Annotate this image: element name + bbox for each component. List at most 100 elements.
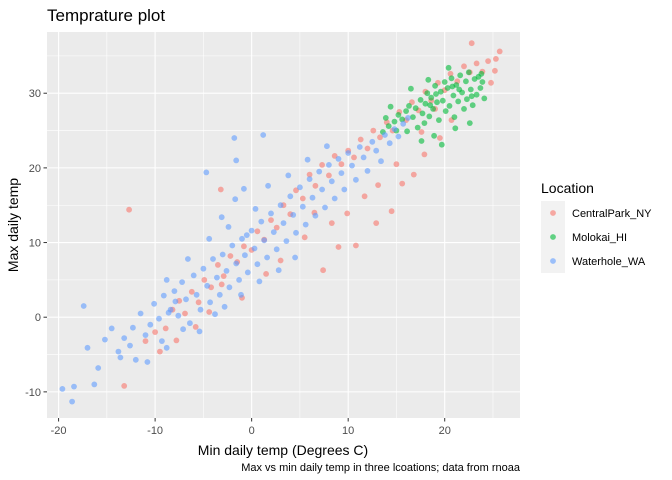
data-point [254, 261, 261, 268]
data-point [410, 171, 417, 178]
data-point [319, 162, 325, 168]
data-point [204, 282, 211, 289]
data-point [163, 277, 170, 283]
data-point [190, 272, 197, 279]
data-point [227, 253, 234, 259]
data-point [426, 113, 433, 120]
data-point [377, 134, 383, 141]
data-point [357, 136, 364, 143]
legend-swatch [550, 234, 556, 240]
data-point [338, 161, 345, 168]
data-point [439, 97, 446, 104]
data-point [183, 296, 189, 303]
data-point [121, 335, 128, 341]
data-point [142, 332, 149, 338]
data-point [477, 85, 484, 91]
data-point [256, 278, 263, 285]
data-point [391, 118, 398, 125]
data-point [197, 306, 204, 313]
data-point [299, 203, 306, 210]
data-point [418, 138, 425, 144]
data-point [273, 224, 280, 231]
data-point [441, 79, 448, 85]
data-point [353, 242, 359, 249]
data-point [207, 299, 214, 306]
chart-title: Temprature plot [47, 6, 165, 25]
data-point [264, 254, 270, 261]
data-point [301, 234, 308, 241]
data-point [387, 103, 394, 110]
data-point [233, 260, 240, 267]
data-point [229, 242, 236, 249]
data-point [216, 291, 223, 298]
y-tick-label: 10 [29, 238, 41, 250]
data-point [425, 76, 432, 83]
data-point [341, 186, 348, 193]
data-point [447, 70, 454, 77]
data-point [254, 228, 261, 235]
data-point [252, 206, 259, 212]
data-point [388, 208, 395, 215]
data-point [196, 328, 203, 335]
data-point [203, 169, 210, 176]
data-point [268, 217, 274, 224]
data-point [399, 180, 406, 187]
data-point [241, 185, 247, 192]
data-point [220, 273, 227, 279]
data-point [338, 170, 345, 177]
data-point [108, 325, 115, 332]
data-point [457, 72, 464, 79]
data-point [364, 145, 371, 152]
data-point [445, 64, 452, 71]
data-point [421, 151, 428, 158]
data-point [393, 161, 400, 168]
data-point [232, 196, 239, 203]
data-point [159, 338, 165, 344]
data-point [432, 82, 438, 89]
data-point [121, 383, 128, 389]
data-point [349, 162, 355, 169]
data-point [214, 274, 220, 281]
data-point [187, 320, 193, 327]
data-point [464, 96, 470, 103]
data-point [326, 172, 332, 179]
data-point [385, 123, 392, 129]
x-tick-label: -20 [51, 425, 67, 437]
data-point [373, 220, 380, 227]
data-point [463, 78, 469, 85]
data-point [241, 243, 247, 250]
data-point [428, 94, 435, 101]
data-point [260, 132, 267, 138]
data-point [137, 310, 144, 317]
data-point [382, 115, 389, 121]
data-point [275, 267, 282, 274]
data-point [455, 98, 462, 105]
data-point [223, 268, 230, 274]
data-point [95, 365, 102, 371]
data-point [493, 56, 499, 62]
data-point [304, 156, 311, 163]
data-point [147, 321, 154, 328]
data-point [215, 262, 221, 268]
data-point [479, 79, 486, 85]
data-point [239, 235, 245, 242]
data-point [127, 342, 133, 349]
data-point [335, 244, 342, 250]
data-point [71, 383, 77, 390]
data-point [391, 126, 398, 132]
data-point [179, 279, 186, 285]
data-point [277, 257, 284, 264]
data-point [328, 178, 335, 185]
data-point [473, 91, 480, 98]
data-point [152, 329, 159, 335]
data-point [206, 309, 213, 315]
data-point [408, 85, 414, 92]
data-point [373, 147, 380, 154]
data-point [91, 381, 98, 388]
data-point [309, 194, 316, 201]
data-point [437, 135, 443, 141]
data-point [160, 292, 167, 299]
data-point [219, 251, 226, 258]
data-point [263, 271, 269, 277]
